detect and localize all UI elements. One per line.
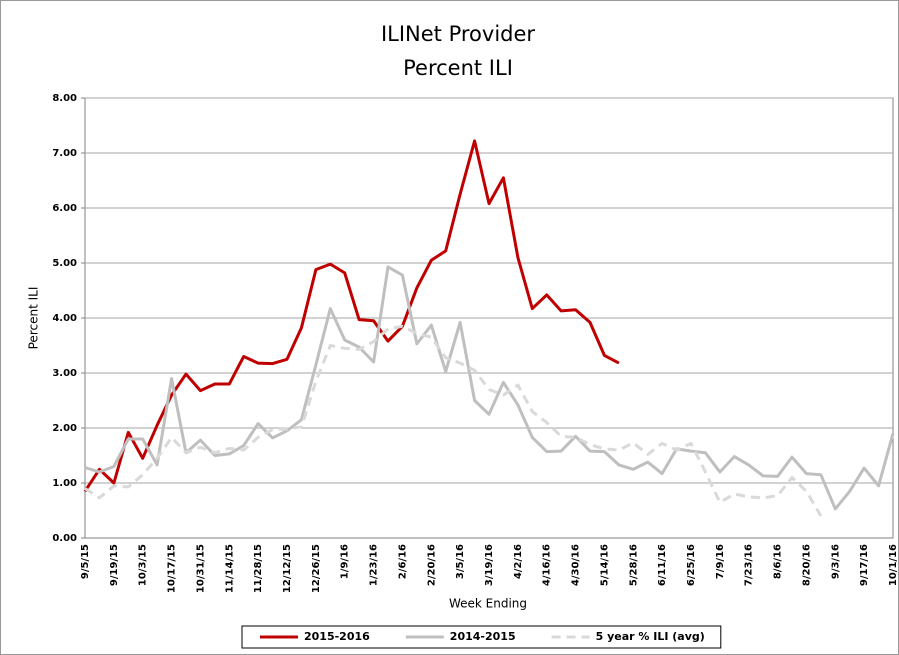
x-tick-label: 5/14/16 bbox=[599, 544, 610, 586]
legend-label: 2015-2016 bbox=[304, 630, 370, 643]
x-tick-label: 6/11/16 bbox=[657, 544, 668, 586]
legend-label: 2014-2015 bbox=[450, 630, 516, 643]
x-tick-label: 2/6/16 bbox=[397, 544, 408, 579]
chart-subtitle: Percent ILI bbox=[403, 56, 513, 80]
x-tick-label: 1/23/16 bbox=[369, 544, 380, 586]
series-line bbox=[84, 265, 895, 511]
x-tick-label: 4/16/16 bbox=[542, 544, 553, 586]
x-tick-label: 9/5/15 bbox=[80, 544, 91, 579]
y-tick-label: 1.00 bbox=[52, 478, 77, 489]
x-tick-label: 1/9/16 bbox=[340, 544, 351, 579]
y-tick-label: 7.00 bbox=[52, 148, 77, 159]
legend-box bbox=[241, 625, 722, 649]
y-tick-label: 0.00 bbox=[52, 533, 77, 544]
chart-title: ILINet Provider bbox=[381, 22, 535, 46]
x-tick-label: 12/12/15 bbox=[282, 544, 293, 593]
x-tick-label: 10/31/15 bbox=[195, 544, 206, 593]
x-tick-label: 11/14/15 bbox=[224, 544, 235, 593]
y-tick-label: 4.00 bbox=[52, 313, 77, 324]
x-tick-label: 7/23/16 bbox=[744, 544, 755, 586]
x-tick-label: 12/26/15 bbox=[311, 544, 322, 593]
legend: 2015-2016 2014-2015 5 year % ILI (avg) bbox=[241, 625, 722, 649]
y-axis-title: Percent ILI bbox=[27, 287, 41, 350]
x-tick-label: 4/2/16 bbox=[513, 544, 524, 579]
x-tick-label: 2/20/16 bbox=[426, 544, 437, 586]
x-tick-label: 9/3/16 bbox=[830, 544, 841, 579]
x-tick-label: 10/1/16 bbox=[888, 544, 899, 586]
x-tick-label: 9/19/15 bbox=[109, 544, 120, 586]
y-tick-label: 5.00 bbox=[52, 258, 77, 269]
y-tick-label: 6.00 bbox=[52, 203, 77, 214]
legend-label: 5 year % ILI (avg) bbox=[596, 630, 705, 643]
x-tick-label: 3/19/16 bbox=[484, 544, 495, 586]
x-tick-label: 9/17/16 bbox=[859, 544, 870, 586]
x-tick-label: 10/17/15 bbox=[167, 544, 178, 593]
x-tick-label: 6/25/16 bbox=[686, 544, 697, 586]
x-tick-label: 5/28/16 bbox=[628, 544, 639, 586]
series-line bbox=[84, 324, 823, 517]
x-tick-label: 8/20/16 bbox=[801, 544, 812, 586]
x-axis-title: Week Ending bbox=[449, 597, 527, 611]
x-tick-label: 4/30/16 bbox=[571, 544, 582, 586]
y-tick-label: 3.00 bbox=[52, 368, 77, 379]
x-tick-label: 7/9/16 bbox=[715, 544, 726, 579]
x-tick-label: 8/6/16 bbox=[773, 544, 784, 579]
x-tick-label: 3/5/16 bbox=[455, 544, 466, 579]
x-tick-label: 10/3/15 bbox=[138, 544, 149, 586]
y-tick-label: 2.00 bbox=[52, 423, 77, 434]
x-tick-label: 11/28/15 bbox=[253, 544, 264, 593]
y-tick-label: 8.00 bbox=[52, 93, 77, 104]
